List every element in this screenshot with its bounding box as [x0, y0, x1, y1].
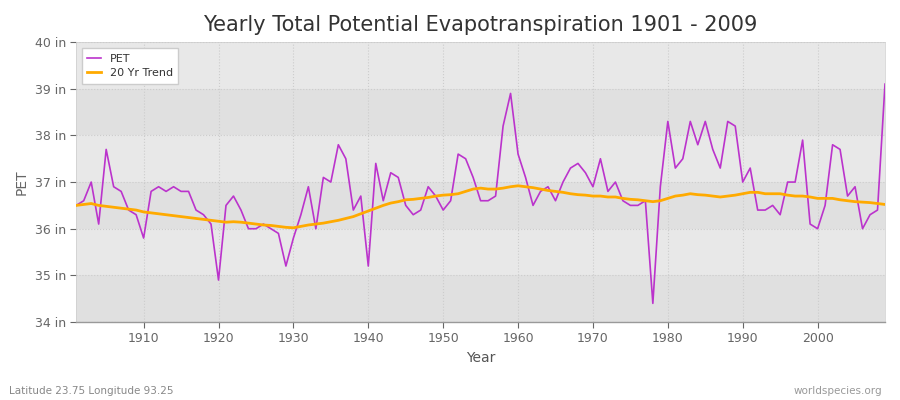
20 Yr Trend — [879, 202, 890, 207]
20 Yr Trend — [617, 196, 628, 201]
Line: PET: PET — [76, 84, 885, 303]
Bar — [76, 182, 885, 229]
Text: Latitude 23.75 Longitude 93.25: Latitude 23.75 Longitude 93.25 — [9, 386, 174, 396]
PET — [513, 152, 524, 156]
PET — [647, 301, 658, 306]
PET — [71, 203, 82, 208]
20 Yr Trend — [130, 208, 141, 212]
20 Yr Trend — [520, 184, 531, 189]
PET — [505, 91, 516, 96]
Y-axis label: PET: PET — [15, 169, 29, 195]
PET — [340, 156, 351, 161]
Bar — [76, 42, 885, 89]
Legend: PET, 20 Yr Trend: PET, 20 Yr Trend — [82, 48, 178, 84]
PET — [879, 82, 890, 86]
PET — [130, 212, 141, 217]
PET — [602, 189, 613, 194]
20 Yr Trend — [303, 222, 314, 227]
Bar — [76, 229, 885, 275]
Bar — [76, 136, 885, 182]
Line: 20 Yr Trend: 20 Yr Trend — [76, 186, 885, 228]
20 Yr Trend — [288, 225, 299, 230]
PET — [295, 212, 306, 217]
Bar — [76, 275, 885, 322]
Title: Yearly Total Potential Evapotranspiration 1901 - 2009: Yearly Total Potential Evapotranspiratio… — [203, 15, 758, 35]
X-axis label: Year: Year — [466, 351, 495, 365]
20 Yr Trend — [513, 184, 524, 188]
20 Yr Trend — [71, 203, 82, 208]
20 Yr Trend — [527, 185, 538, 190]
Text: worldspecies.org: worldspecies.org — [794, 386, 882, 396]
20 Yr Trend — [348, 214, 359, 219]
Bar — [76, 89, 885, 136]
